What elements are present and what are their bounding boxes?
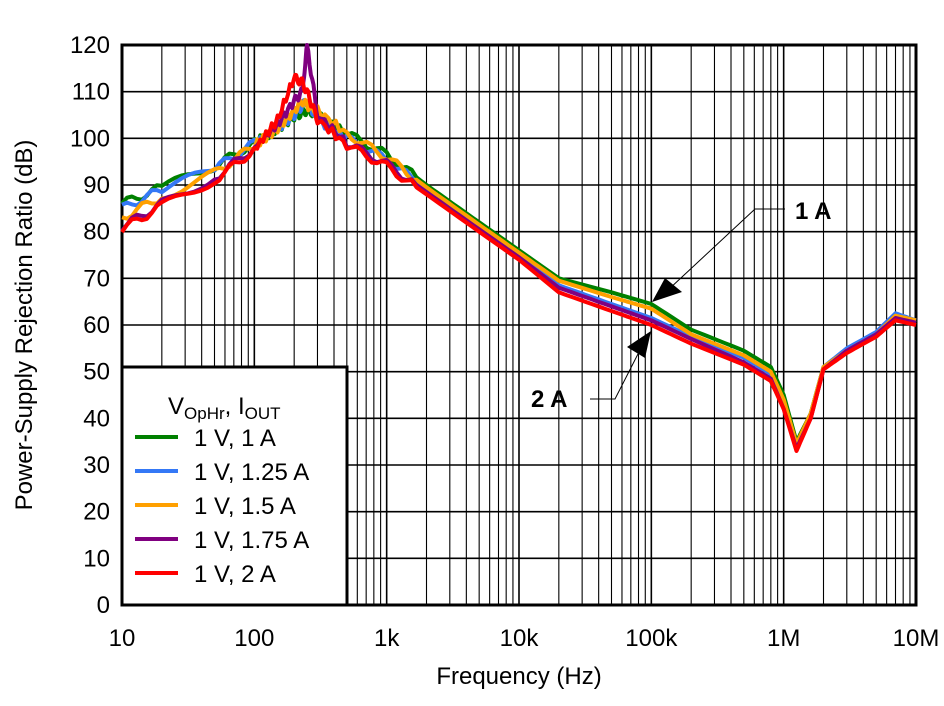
- annotation-label-2a: 2 A: [531, 386, 567, 413]
- annotation-leader-2a: [590, 349, 641, 400]
- legend-title-part: , I: [225, 393, 245, 420]
- legend-title-part: V: [168, 393, 184, 420]
- legend-entry: 1 V, 1.25 A: [194, 459, 309, 486]
- y-tick-label: 100: [70, 125, 110, 152]
- y-tick-label: 70: [83, 265, 110, 292]
- x-tick-label: 10k: [500, 625, 540, 652]
- legend-entry: 1 V, 1 A: [194, 425, 276, 452]
- y-tick-label: 50: [83, 359, 110, 386]
- y-tick-label: 0: [97, 592, 110, 619]
- y-axis-label: Power-Supply Rejection Ratio (dB): [11, 140, 38, 511]
- y-tick-label: 80: [83, 219, 110, 246]
- series-line-1-v-2-a: [120, 72, 917, 453]
- tick-labels: 10 100 1k 10k 100k 1M 10M 0 10 20 30 40 50 60 70 80 90 10…: [70, 32, 939, 652]
- x-tick-label: 100k: [625, 625, 678, 652]
- x-tick-label: 1k: [374, 625, 400, 652]
- y-tick-label: 120: [70, 32, 110, 59]
- annotation-leader-1a: [667, 208, 785, 291]
- legend-title-part: OpHr: [184, 404, 225, 423]
- x-tick-label: 10M: [893, 625, 940, 652]
- legend-title: VOpHr, IOUT: [168, 393, 281, 423]
- legend-entry: 1 V, 1.75 A: [194, 527, 309, 554]
- x-axis-label: Frequency (Hz): [436, 663, 601, 690]
- y-tick-label: 40: [83, 405, 110, 432]
- y-tick-label: 90: [83, 172, 110, 199]
- series-lines: [120, 43, 917, 453]
- annotation-label-1a: 1 A: [795, 198, 831, 225]
- legend-title-part: OUT: [245, 404, 281, 423]
- legend-box: [120, 365, 349, 607]
- annotations: 1 A 2 A: [531, 198, 831, 413]
- x-tick-label: 1M: [767, 625, 800, 652]
- annotation-arrow-2a: [627, 331, 651, 358]
- y-tick-label: 60: [83, 312, 110, 339]
- y-tick-label: 110: [72, 79, 110, 106]
- x-tick-label: 100: [234, 625, 274, 652]
- legend-entry: 1 V, 2 A: [194, 561, 276, 588]
- y-tick-label: 30: [83, 452, 110, 479]
- y-tick-label: 10: [83, 545, 110, 572]
- annotation-arrow-1a: [652, 278, 682, 302]
- x-tick-label: 10: [109, 625, 136, 652]
- y-tick-label: 20: [83, 499, 110, 526]
- legend-entry: 1 V, 1.5 A: [194, 493, 296, 520]
